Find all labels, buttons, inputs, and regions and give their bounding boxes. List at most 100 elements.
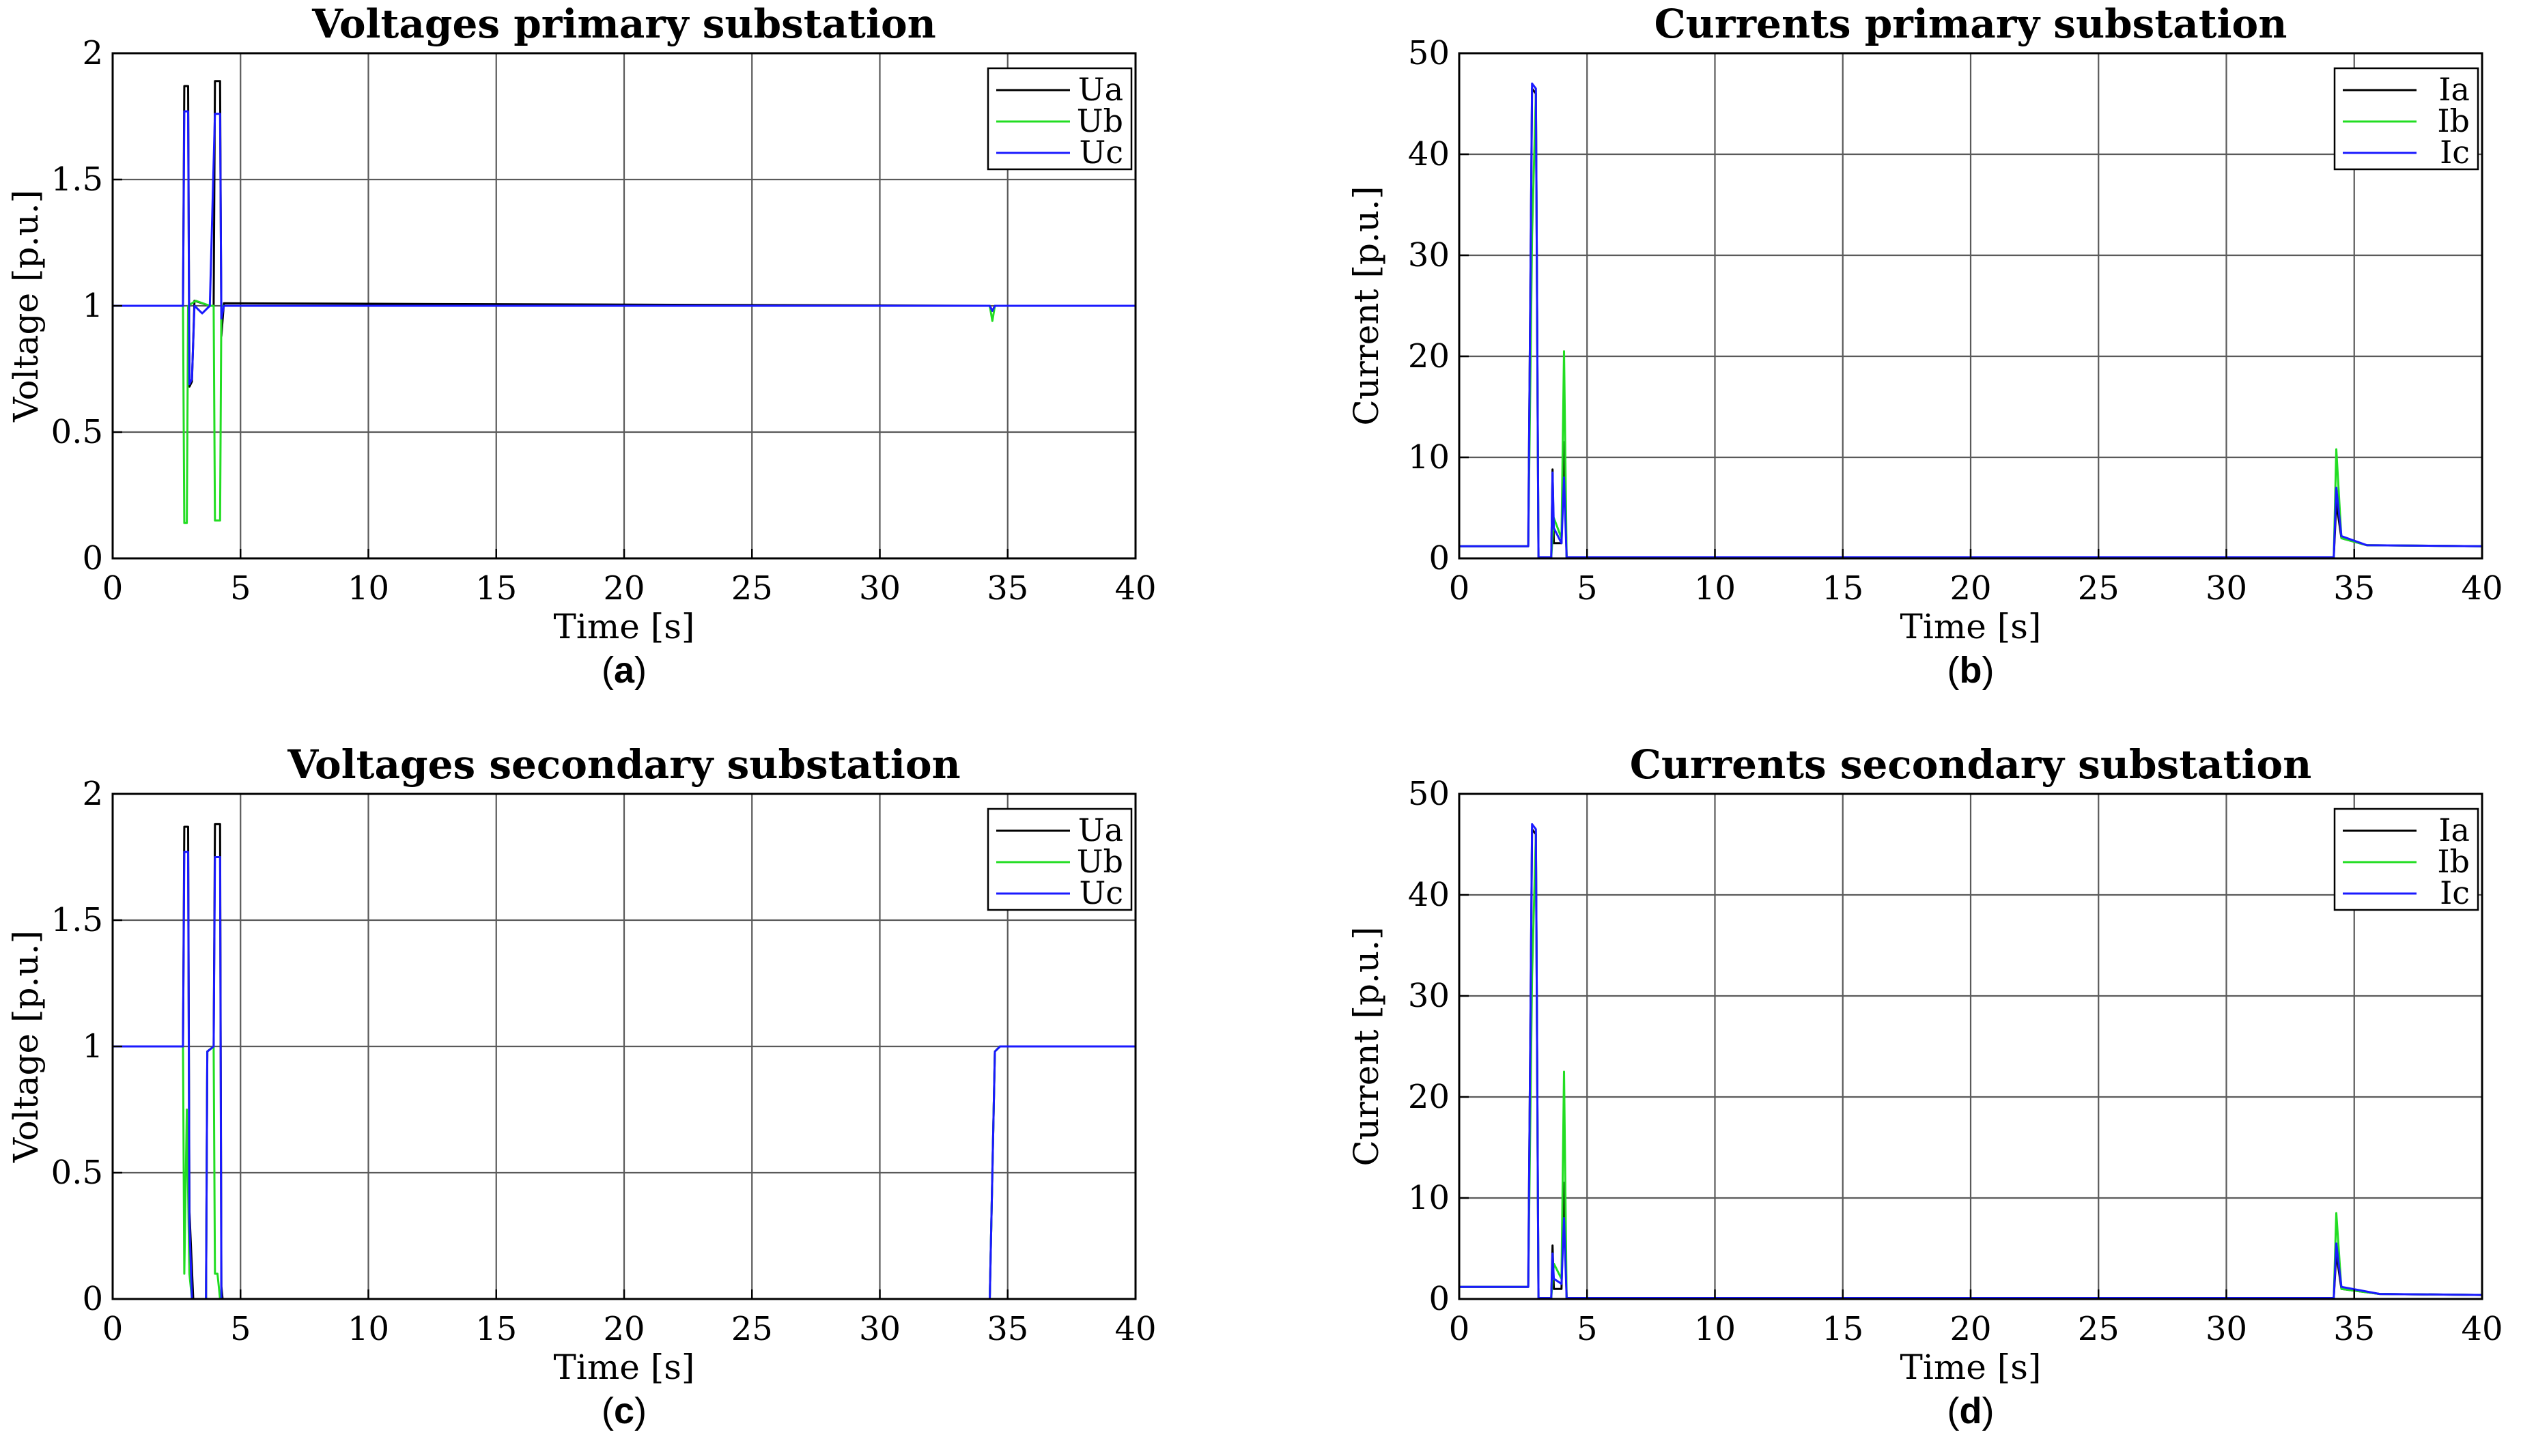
caption-open-paren: ( bbox=[1947, 1390, 1960, 1431]
caption-open-paren: ( bbox=[1947, 650, 1960, 691]
legend-label-Ib: Ib bbox=[2437, 843, 2470, 880]
y-tick-label: 0.5 bbox=[51, 413, 103, 451]
legend-label-Ic: Ic bbox=[2440, 134, 2470, 171]
y-tick-label: 40 bbox=[1408, 876, 1450, 914]
legend-label-Ua: Ua bbox=[1078, 71, 1123, 108]
x-axis-label: Time [s] bbox=[554, 607, 695, 646]
y-axis-label: Voltage [p.u.] bbox=[6, 190, 46, 423]
chart-title: Currents primary substation bbox=[1654, 1, 2287, 47]
caption-close-paren: ) bbox=[634, 1390, 647, 1431]
chart-panel-c: 0 5 10 15 20 25 30 35 40 0 0.5 1 1.5 2 Voltages second… bbox=[6, 741, 1157, 1431]
y-tick-label: 0 bbox=[82, 539, 103, 577]
x-tick-label: 30 bbox=[859, 569, 901, 608]
legend-label-Ib: Ib bbox=[2437, 102, 2470, 139]
x-tick-label: 5 bbox=[230, 1310, 251, 1348]
x-tick-label: 25 bbox=[731, 569, 773, 608]
chart-panel-a: 0 5 10 15 20 25 30 35 40 0 0.5 1 1.5 2 Voltages primar… bbox=[6, 1, 1157, 691]
legend-label-Ia: Ia bbox=[2438, 71, 2470, 108]
panel-caption: (b) bbox=[1947, 650, 1995, 691]
x-tick-label: 30 bbox=[859, 1310, 901, 1348]
y-tick-label: 1 bbox=[82, 1027, 103, 1066]
x-axis-label: Time [s] bbox=[1900, 1347, 2042, 1387]
panel-caption: (d) bbox=[1947, 1390, 1995, 1431]
y-tick-label: 1 bbox=[82, 287, 103, 325]
x-tick-label: 10 bbox=[348, 569, 389, 608]
x-tick-label: 20 bbox=[1949, 1310, 1991, 1348]
caption-close-paren: ) bbox=[1982, 650, 1995, 691]
x-tick-label: 25 bbox=[2078, 1310, 2119, 1348]
x-tick-label: 25 bbox=[2078, 569, 2119, 608]
x-tick-label: 35 bbox=[2333, 569, 2375, 608]
x-tick-label: 15 bbox=[1822, 1310, 1863, 1348]
chart-title: Voltages secondary substation bbox=[287, 741, 960, 788]
series-line-Ub bbox=[113, 300, 1136, 524]
x-axis-label: Time [s] bbox=[1900, 607, 2042, 646]
y-tick-label: 1.5 bbox=[51, 160, 103, 199]
legend-label-Ic: Ic bbox=[2440, 874, 2470, 911]
series-line-Ic bbox=[1459, 82, 2483, 558]
series-line-Ib bbox=[1459, 833, 2483, 1299]
y-tick-label: 0.5 bbox=[51, 1154, 103, 1192]
y-tick-label: 40 bbox=[1408, 135, 1450, 173]
x-tick-label: 35 bbox=[987, 1310, 1028, 1348]
x-tick-label: 15 bbox=[475, 569, 517, 608]
legend-label-Uc: Uc bbox=[1079, 134, 1123, 171]
x-tick-label: 10 bbox=[1694, 569, 1736, 608]
series-line-Ib bbox=[1459, 92, 2483, 558]
caption-letter: c bbox=[614, 1390, 634, 1431]
caption-close-paren: ) bbox=[1982, 1390, 1995, 1431]
y-axis-label: Current [p.u.] bbox=[1347, 926, 1386, 1166]
y-tick-label: 30 bbox=[1408, 236, 1450, 274]
x-tick-label: 15 bbox=[475, 1310, 517, 1348]
caption-open-paren: ( bbox=[602, 1390, 614, 1431]
y-tick-label: 10 bbox=[1408, 438, 1450, 476]
x-tick-label: 10 bbox=[1694, 1310, 1736, 1348]
x-tick-label: 20 bbox=[603, 1310, 645, 1348]
x-tick-label: 5 bbox=[1577, 569, 1598, 608]
x-tick-label: 30 bbox=[2206, 569, 2247, 608]
y-tick-label: 30 bbox=[1408, 977, 1450, 1015]
y-tick-label: 20 bbox=[1408, 1078, 1450, 1116]
caption-letter: a bbox=[614, 650, 635, 691]
x-tick-label: 35 bbox=[987, 569, 1028, 608]
x-tick-label: 25 bbox=[731, 1310, 773, 1348]
y-tick-label: 10 bbox=[1408, 1179, 1450, 1217]
x-tick-label: 15 bbox=[1822, 569, 1863, 608]
y-tick-label: 0 bbox=[82, 1280, 103, 1318]
x-tick-label: 0 bbox=[102, 1310, 124, 1348]
y-tick-label: 20 bbox=[1408, 337, 1450, 375]
legend-label-Ua: Ua bbox=[1078, 812, 1123, 848]
series-line-Uc bbox=[113, 110, 1136, 386]
chart-title: Voltages primary substation bbox=[311, 1, 936, 47]
x-tick-label: 10 bbox=[348, 1310, 389, 1348]
x-tick-label: 30 bbox=[2206, 1310, 2247, 1348]
y-tick-label: 50 bbox=[1408, 775, 1450, 813]
chart-panel-b: 0 5 10 15 20 25 30 35 40 0 10 20 30 40 50 Currents prim… bbox=[1347, 1, 2503, 691]
caption-letter: d bbox=[1960, 1390, 1982, 1431]
x-tick-label: 35 bbox=[2333, 1310, 2375, 1348]
y-tick-label: 1.5 bbox=[51, 901, 103, 939]
x-tick-label: 20 bbox=[603, 569, 645, 608]
x-tick-label: 5 bbox=[1577, 1310, 1598, 1348]
x-tick-label: 20 bbox=[1949, 569, 1991, 608]
caption-open-paren: ( bbox=[602, 650, 614, 691]
y-axis-label: Voltage [p.u.] bbox=[6, 930, 46, 1163]
series-line-Ic bbox=[1459, 823, 2483, 1299]
legend-label-Uc: Uc bbox=[1079, 874, 1123, 911]
x-tick-label: 0 bbox=[102, 569, 124, 608]
x-tick-label: 40 bbox=[2461, 1310, 2503, 1348]
y-tick-label: 2 bbox=[82, 775, 103, 813]
y-axis-label: Current [p.u.] bbox=[1347, 186, 1386, 425]
y-tick-label: 50 bbox=[1408, 34, 1450, 72]
panel-caption: (a) bbox=[602, 650, 647, 691]
x-tick-label: 0 bbox=[1449, 1310, 1470, 1348]
x-tick-label: 0 bbox=[1449, 569, 1470, 608]
caption-close-paren: ) bbox=[634, 650, 647, 691]
panel-caption: (c) bbox=[602, 1390, 647, 1431]
chart-panel-d: 0 5 10 15 20 25 30 35 40 0 10 20 30 40 50 Currents seco… bbox=[1347, 741, 2503, 1431]
y-tick-label: 0 bbox=[1428, 539, 1450, 577]
x-tick-label: 40 bbox=[1114, 1310, 1156, 1348]
x-tick-label: 40 bbox=[1114, 569, 1156, 608]
x-axis-label: Time [s] bbox=[554, 1347, 695, 1387]
caption-letter: b bbox=[1960, 650, 1982, 691]
